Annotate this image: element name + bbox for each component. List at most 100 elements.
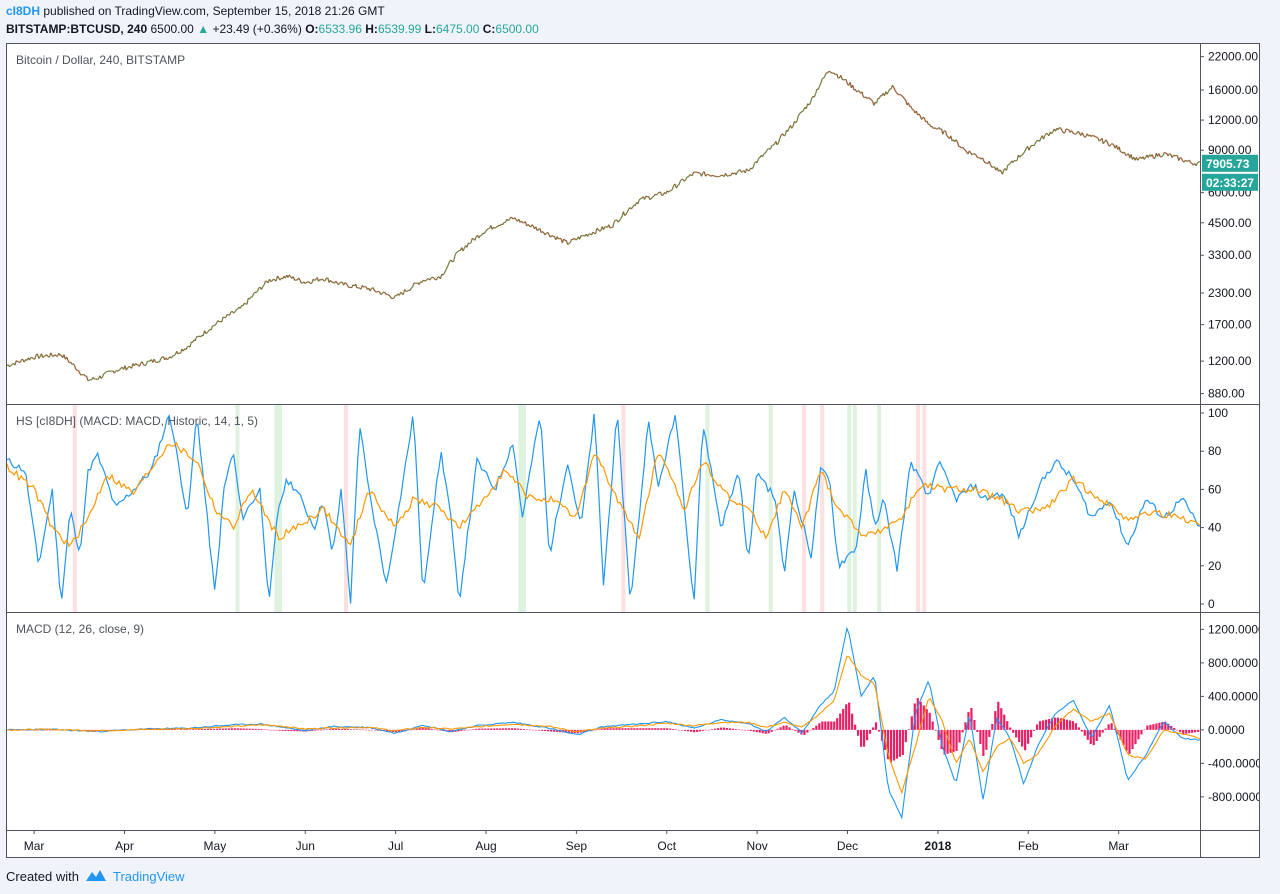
price-candle xyxy=(260,286,264,290)
price-candle xyxy=(988,160,992,166)
price-candle xyxy=(727,174,730,177)
price-candle xyxy=(466,243,469,248)
price-candle xyxy=(514,217,517,220)
price-candle xyxy=(198,335,201,338)
price-candle xyxy=(758,156,761,159)
macd-histogram-bar xyxy=(645,728,648,730)
price-candle xyxy=(597,229,600,232)
macd-histogram-bar xyxy=(994,711,997,730)
price-candle xyxy=(1092,134,1095,137)
price-candle xyxy=(746,168,749,171)
macd-histogram-bar xyxy=(585,729,588,732)
price-candle xyxy=(862,96,865,99)
price-candle xyxy=(103,372,106,375)
price-candle xyxy=(942,130,945,135)
macd-histogram-bar xyxy=(466,729,469,731)
price-candle xyxy=(946,135,949,138)
price-candle xyxy=(225,314,228,318)
price-candle xyxy=(247,297,250,300)
macd-histogram-bar xyxy=(1191,729,1194,733)
macd-histogram-bar xyxy=(755,729,758,733)
price-candle xyxy=(462,248,465,252)
price-candle xyxy=(321,278,325,282)
chart-container[interactable]: 22000.00 16000.00 12000.00 9000.00 6000.00 45… xyxy=(6,43,1260,858)
price-candle xyxy=(470,238,473,243)
macd-histogram-bar xyxy=(1182,729,1185,735)
price-candle xyxy=(861,91,864,97)
price-candle xyxy=(376,290,379,293)
price-candle xyxy=(1019,155,1022,158)
price-candle xyxy=(813,93,817,98)
y-tick-label: 9000.00 xyxy=(1208,143,1252,157)
price-candle xyxy=(263,280,267,286)
price-candle xyxy=(141,361,145,366)
macd-histogram-bar xyxy=(675,729,678,730)
price-candle xyxy=(741,171,743,173)
price-candle xyxy=(831,72,834,74)
signal-band-buy xyxy=(847,405,852,612)
price-candle xyxy=(495,226,498,228)
price-candle xyxy=(1096,136,1099,139)
macd-histogram-bar xyxy=(185,729,189,730)
price-candle xyxy=(361,285,365,288)
price-candle xyxy=(1183,159,1186,163)
signal-band-buy xyxy=(274,405,279,612)
price-candle xyxy=(429,277,432,281)
signal-band-buy xyxy=(235,405,240,612)
price-candle xyxy=(764,150,768,154)
macd-histogram-bar xyxy=(895,729,898,759)
price-candle xyxy=(101,373,105,378)
price-candle xyxy=(1151,154,1155,159)
macd-histogram-bar xyxy=(678,729,681,731)
tradingview-link[interactable]: TradingView xyxy=(112,869,185,884)
macd-histogram-bar xyxy=(1024,729,1027,751)
macd-histogram-bar xyxy=(704,729,708,731)
price-candle xyxy=(329,280,333,283)
price-candle xyxy=(74,365,77,370)
price-candle xyxy=(288,274,292,278)
price-candle xyxy=(166,357,170,361)
price-candle xyxy=(15,360,18,363)
macd-histogram-bar xyxy=(952,729,955,752)
macd-histogram-bar xyxy=(475,728,478,730)
macd-histogram-bar xyxy=(689,729,693,732)
macd-histogram-bar xyxy=(490,728,493,730)
price-candle xyxy=(975,154,978,158)
price-candle xyxy=(1012,160,1015,163)
macd-histogram-bar xyxy=(1119,729,1122,740)
y-tick-label: 100 xyxy=(1208,406,1228,420)
price-candle xyxy=(1102,141,1106,145)
macd-histogram-bar xyxy=(281,729,284,731)
price-candle xyxy=(299,279,302,284)
price-candle xyxy=(955,139,958,143)
macd-histogram-bar xyxy=(1176,729,1179,731)
macd-histogram-bar xyxy=(496,728,499,730)
macd-histogram-bar xyxy=(949,729,952,753)
price-candle xyxy=(1033,142,1037,146)
macd-histogram-bar xyxy=(361,729,365,731)
price-candle xyxy=(244,302,246,305)
macd-histogram-bar xyxy=(332,728,335,730)
price-candle xyxy=(618,218,622,221)
macd-histogram-bar xyxy=(191,729,195,730)
price-candle xyxy=(507,219,510,222)
price-candle xyxy=(784,130,788,136)
macd-histogram-bar xyxy=(1038,721,1042,730)
price-candle xyxy=(200,334,203,338)
macd-histogram-bar xyxy=(827,721,830,730)
price-candle xyxy=(404,289,407,292)
price-candle xyxy=(866,97,869,99)
price-candle xyxy=(337,282,341,286)
price-candle xyxy=(1169,153,1172,156)
last-price: 6500.00 xyxy=(150,22,194,36)
price-candle xyxy=(1043,135,1046,140)
price-candle xyxy=(1130,154,1133,160)
price-candle xyxy=(999,169,1002,172)
price-candle xyxy=(446,264,449,268)
author-link[interactable]: cI8DH xyxy=(6,4,41,18)
chart-canvas[interactable]: 22000.0016000.0012000.009000.006000.0045… xyxy=(7,44,1259,857)
price-candle xyxy=(352,284,355,287)
macd-histogram-bar xyxy=(651,728,654,730)
price-candle xyxy=(762,153,765,157)
price-candle xyxy=(796,115,799,122)
